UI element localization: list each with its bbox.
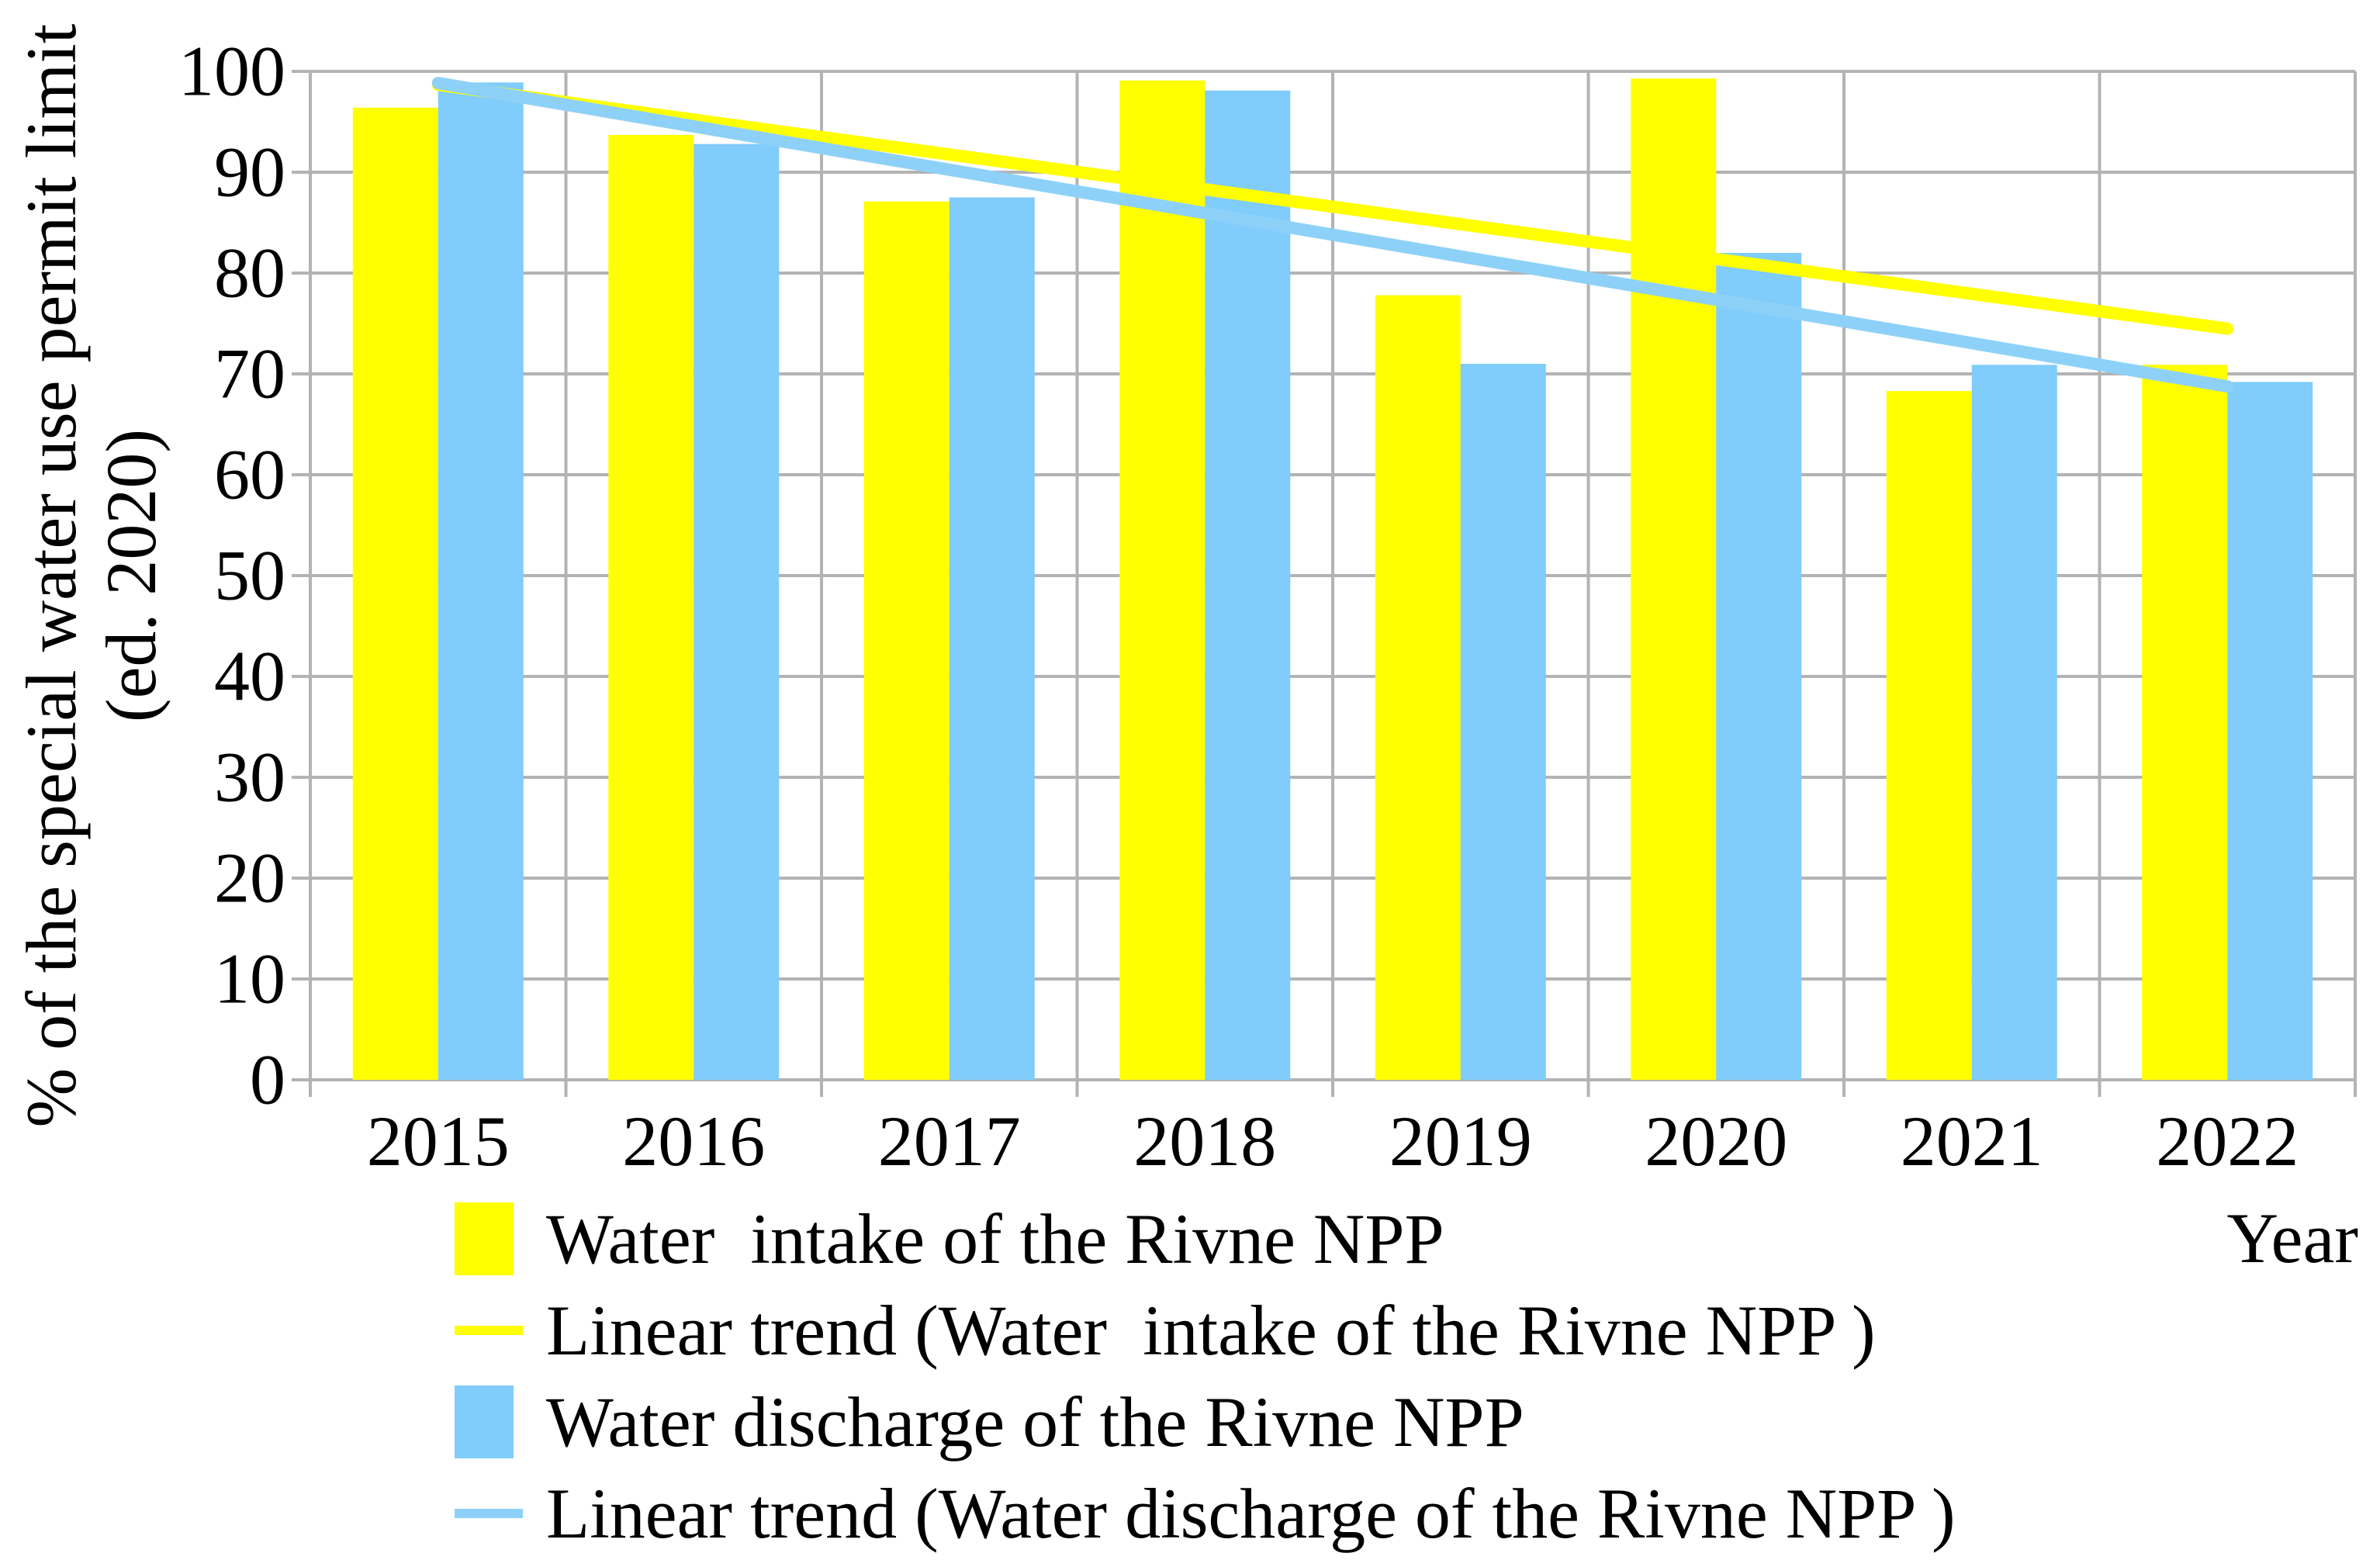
- bar-discharge-2019: [1460, 364, 1546, 1080]
- x-tick-label: 2015: [367, 1102, 510, 1181]
- y-tick-label: 10: [214, 939, 285, 1018]
- bar-intake-2018: [1119, 80, 1206, 1081]
- bar-discharge-2022: [2227, 382, 2313, 1080]
- x-tick-label: 2022: [2156, 1102, 2299, 1181]
- bar-intake-2015: [352, 107, 438, 1080]
- y-axis-title-line1: % of the special water use permit limit: [11, 23, 91, 1128]
- y-axis-title-line2: (ed. 2020): [92, 428, 171, 723]
- bar-discharge-2015: [438, 82, 524, 1080]
- bar-intake-2016: [608, 134, 694, 1080]
- trendline-discharge: [431, 77, 2234, 393]
- legend-item-discharge: Water discharge of the Rivne NPP: [455, 1376, 1956, 1468]
- bar-intake-2021: [1886, 391, 1972, 1081]
- x-tick-label: 2020: [1645, 1102, 1787, 1181]
- bar-discharge-2020: [1716, 253, 1802, 1080]
- legend-label: Water intake of the Rivne NPP: [546, 1199, 1444, 1278]
- bar-intake-2022: [2142, 365, 2228, 1080]
- legend-label: Water discharge of the Rivne NPP: [546, 1382, 1524, 1461]
- x-tick-label: 2021: [1901, 1102, 2043, 1181]
- trendline-intake: [431, 78, 2234, 335]
- y-tick-label: 30: [214, 737, 285, 816]
- legend-item-intake-trend: Linear trend (Water intake of the Rivne …: [455, 1285, 1956, 1376]
- y-tick-label: 100: [178, 31, 285, 110]
- legend: Water intake of the Rivne NPP Linear tre…: [455, 1193, 1956, 1559]
- y-tick-label: 60: [214, 434, 285, 514]
- x-tick-label: 2017: [878, 1102, 1021, 1181]
- legend-item-intake: Water intake of the Rivne NPP: [455, 1193, 1956, 1285]
- bar-discharge-2017: [949, 197, 1035, 1080]
- y-tick-label: 20: [214, 838, 285, 917]
- y-tick-label: 40: [214, 636, 285, 715]
- bar-discharge-2018: [1205, 90, 1291, 1081]
- y-axis-title: % of the special water use permit limit …: [12, 24, 171, 1128]
- y-tick-label: 70: [214, 334, 285, 413]
- discharge-swatch-icon: [455, 1385, 514, 1458]
- bar-intake-2020: [1631, 78, 1717, 1081]
- discharge-trendline-swatch-icon: [455, 1509, 523, 1518]
- legend-label: Linear trend (Water discharge of the Riv…: [546, 1474, 1956, 1553]
- legend-label: Linear trend (Water intake of the Rivne …: [546, 1291, 1876, 1370]
- bar-intake-2019: [1375, 295, 1461, 1081]
- y-tick-label: 0: [250, 1039, 285, 1119]
- x-tick-label: 2016: [622, 1102, 765, 1181]
- x-tick-label: 2018: [1133, 1102, 1276, 1181]
- bar-discharge-2021: [1971, 365, 2057, 1080]
- legend-item-discharge-trend: Linear trend (Water discharge of the Riv…: [455, 1468, 1956, 1559]
- bar-intake-2017: [863, 201, 950, 1081]
- intake-trendline-swatch-icon: [455, 1326, 523, 1335]
- intake-swatch-icon: [455, 1202, 514, 1275]
- x-axis-title: Year: [2226, 1199, 2358, 1278]
- y-tick-label: 90: [214, 132, 285, 211]
- y-tick-label: 80: [214, 233, 285, 312]
- bar-discharge-2016: [694, 144, 780, 1081]
- y-tick-label: 50: [214, 535, 285, 614]
- x-tick-label: 2019: [1389, 1102, 1532, 1181]
